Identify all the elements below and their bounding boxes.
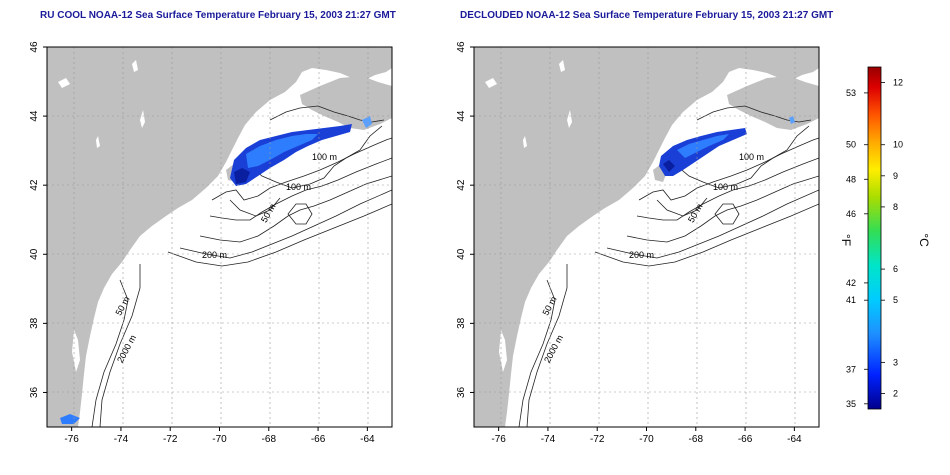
x-tick-label: -66 bbox=[738, 434, 753, 445]
x-tick-label: -74 bbox=[114, 434, 129, 445]
y-tick-label: 36 bbox=[29, 386, 40, 398]
colorbar-celsius-label: 10 bbox=[893, 140, 903, 150]
lake bbox=[485, 78, 497, 88]
panel-title-left: RU COOL NOAA-12 Sea Surface Temperature … bbox=[40, 10, 396, 21]
land-mass bbox=[474, 47, 819, 427]
axes-layer: -76 -74 -72 -70 -68 -66 -64 36 38 40 42 44 46 -76 -74 -… bbox=[29, 41, 802, 445]
x-tick-label: -64 bbox=[787, 434, 802, 445]
y-tick-label: 44 bbox=[29, 110, 40, 122]
colorbar-celsius-label: 3 bbox=[893, 357, 898, 367]
x-tick-label: -72 bbox=[590, 434, 605, 445]
lake bbox=[567, 110, 572, 128]
contour-label: 100 m bbox=[286, 182, 311, 192]
colorbar-unit-celsius: °C bbox=[917, 233, 931, 247]
x-tick-label: -70 bbox=[212, 434, 227, 445]
lake bbox=[140, 110, 145, 128]
y-tick-label: 40 bbox=[29, 248, 40, 260]
x-tick-label: -70 bbox=[639, 434, 654, 445]
grid-lines bbox=[474, 47, 819, 427]
sst-map-left: 100 m 100 m 50 m 200 m 50 m 2000 m bbox=[46, 46, 393, 428]
contour-label: 100 m bbox=[713, 182, 738, 192]
grid-lines bbox=[47, 47, 392, 427]
chesapeake-bay bbox=[72, 330, 80, 372]
colorbar-fahrenheit-label: 53 bbox=[846, 88, 856, 98]
x-tick-label: -76 bbox=[64, 434, 79, 445]
y-tick-label: 46 bbox=[456, 41, 467, 53]
x-tick-label: -68 bbox=[689, 434, 704, 445]
bathymetry-contours bbox=[518, 105, 819, 427]
y-tick-label: 44 bbox=[456, 110, 467, 122]
colorbar-fahrenheit-label: 35 bbox=[846, 399, 856, 409]
land-mass bbox=[47, 47, 392, 427]
colorbar-unit-fahrenheit: °F bbox=[839, 234, 853, 246]
lake bbox=[58, 78, 70, 88]
lake bbox=[132, 60, 138, 72]
lake bbox=[523, 136, 527, 148]
x-tick-label: -68 bbox=[262, 434, 277, 445]
colorbar-fahrenheit-label: 50 bbox=[846, 140, 856, 150]
colorbar-fahrenheit-label: 37 bbox=[846, 364, 856, 374]
colorbar-celsius-label: 8 bbox=[893, 202, 898, 212]
contour-label: 100 m bbox=[739, 152, 764, 162]
x-tick-label: -76 bbox=[491, 434, 506, 445]
y-tick-label: 42 bbox=[29, 179, 40, 191]
contour-label: 200 m bbox=[202, 250, 227, 260]
lake bbox=[96, 136, 100, 148]
y-tick-label: 42 bbox=[456, 179, 467, 191]
colorbar-celsius-label: 9 bbox=[893, 171, 898, 181]
sst-cloudfree-patch bbox=[60, 116, 372, 424]
colorbar-celsius-label: 6 bbox=[893, 264, 898, 274]
x-tick-label: -74 bbox=[541, 434, 556, 445]
sst-cloudfree-patch bbox=[659, 116, 795, 176]
colorbar-gradient bbox=[867, 66, 882, 410]
x-tick-label: -66 bbox=[311, 434, 326, 445]
colorbar-fahrenheit-label: 48 bbox=[846, 174, 856, 184]
colorbar-celsius-label: 2 bbox=[893, 388, 898, 398]
x-tick-label: -64 bbox=[360, 434, 375, 445]
y-tick-label: 38 bbox=[29, 317, 40, 329]
colorbar-fahrenheit-label: 41 bbox=[846, 295, 856, 305]
colorbar-celsius-label: 5 bbox=[893, 295, 898, 305]
colorbar-fahrenheit-label: 42 bbox=[846, 278, 856, 288]
y-tick-label: 46 bbox=[29, 41, 40, 53]
sst-map-right: 100 m 100 m 50 m 200 m 50 m 2000 m bbox=[473, 46, 820, 428]
contour-label: 100 m bbox=[312, 152, 337, 162]
y-tick-label: 36 bbox=[456, 386, 467, 398]
colorbar-celsius-label: 12 bbox=[893, 78, 903, 88]
y-tick-label: 38 bbox=[456, 317, 467, 329]
contour-label: 200 m bbox=[629, 250, 654, 260]
nova-scotia-coast bbox=[727, 76, 819, 130]
colorbar-fahrenheit-label: 46 bbox=[846, 209, 856, 219]
chesapeake-bay bbox=[499, 330, 507, 372]
y-tick-label: 40 bbox=[456, 248, 467, 260]
x-tick-label: -72 bbox=[163, 434, 178, 445]
panel-title-right: DECLOUDED NOAA-12 Sea Surface Temperatur… bbox=[460, 10, 834, 21]
lake bbox=[559, 60, 565, 72]
